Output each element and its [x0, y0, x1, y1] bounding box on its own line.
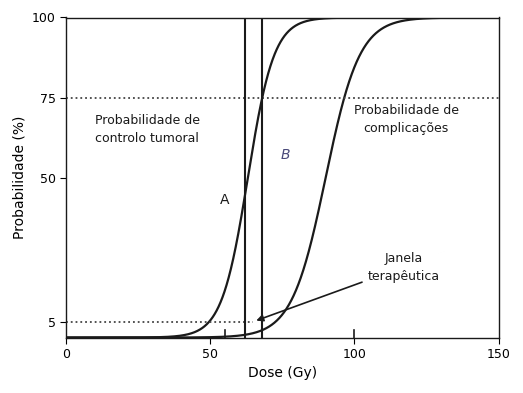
Text: A: A [220, 193, 230, 207]
Text: B: B [280, 148, 290, 162]
X-axis label: Dose (Gy): Dose (Gy) [248, 367, 317, 380]
Text: Probabilidade de
complicações: Probabilidade de complicações [354, 105, 459, 136]
Text: Janela
terapêutica: Janela terapêutica [258, 252, 439, 321]
Y-axis label: Probabilidade (%): Probabilidade (%) [13, 116, 27, 239]
Text: Probabilidade de
controlo tumoral: Probabilidade de controlo tumoral [95, 114, 200, 145]
